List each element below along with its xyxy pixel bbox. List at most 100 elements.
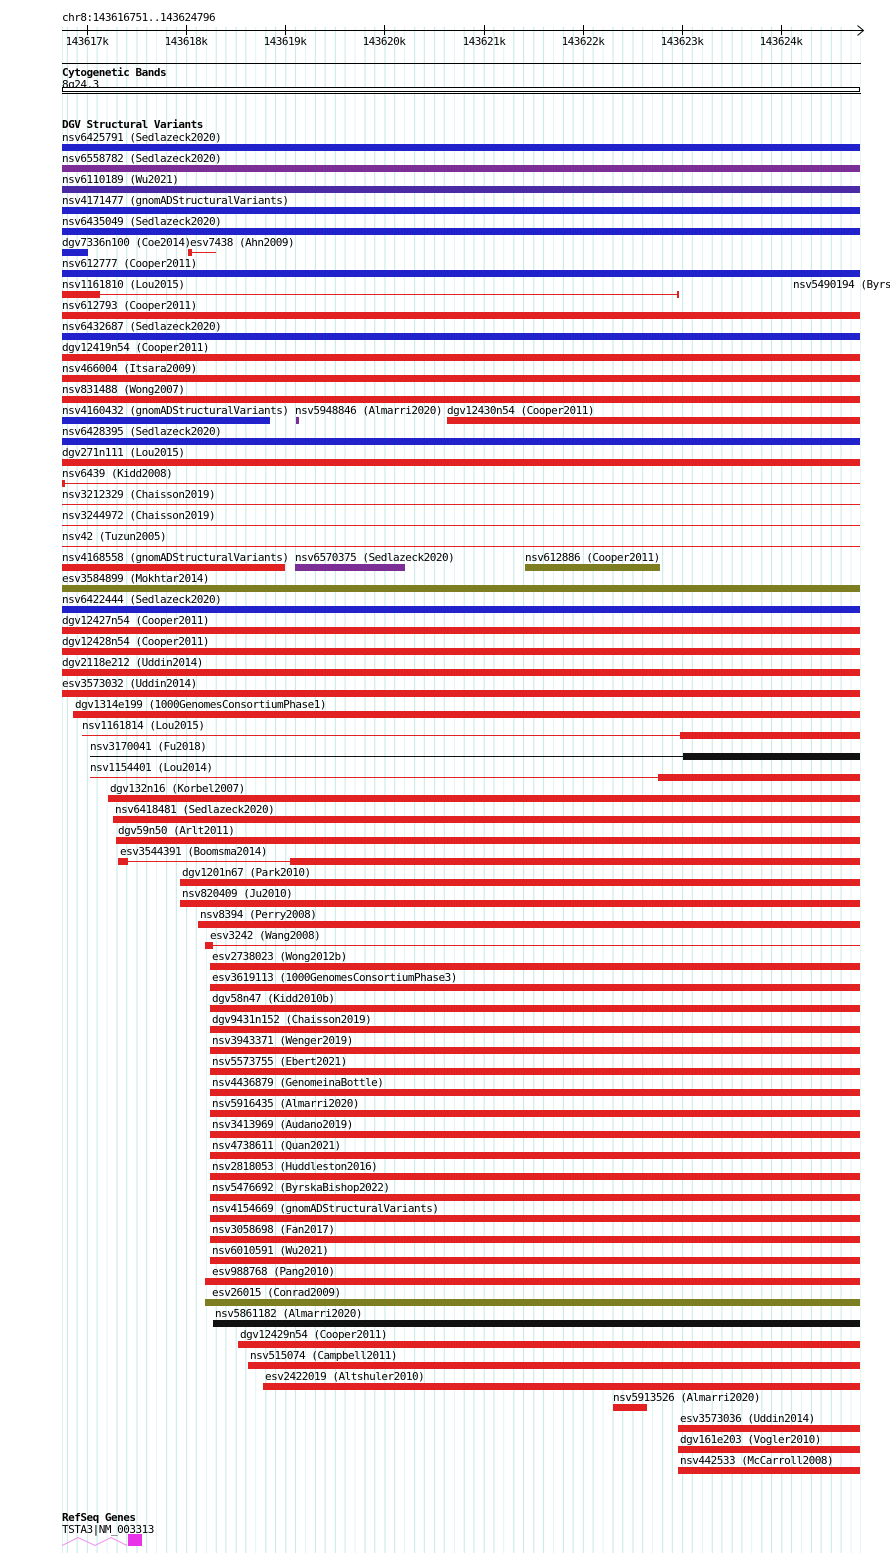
variant-bar[interactable] — [210, 1047, 860, 1054]
variant-bar[interactable] — [248, 1362, 860, 1369]
variant-label[interactable]: nsv6435049 (Sedlazeck2020) — [62, 215, 222, 228]
variant-bar[interactable] — [678, 1467, 860, 1474]
variant-label[interactable]: dgv12429n54 (Cooper2011) — [240, 1328, 387, 1341]
variant-line[interactable] — [62, 546, 860, 547]
variant-label[interactable]: dgv58n47 (Kidd2010b) — [212, 992, 335, 1005]
variant-label[interactable]: dgv12430n54 (Cooper2011) — [447, 404, 594, 417]
variant-label[interactable]: nsv6010591 (Wu2021) — [212, 1244, 329, 1257]
variant-label[interactable]: nsv515074 (Campbell2011) — [250, 1349, 397, 1362]
variant-bar[interactable] — [62, 186, 860, 193]
variant-label[interactable]: nsv4154669 (gnomADStructuralVariants) — [212, 1202, 439, 1215]
variant-bar[interactable] — [205, 942, 213, 949]
variant-line[interactable] — [100, 294, 677, 295]
variant-label[interactable]: dgv9431n152 (Chaisson2019) — [212, 1013, 372, 1026]
variant-bar[interactable] — [210, 1173, 860, 1180]
variant-bar[interactable] — [210, 1005, 860, 1012]
variant-bar[interactable] — [295, 564, 405, 571]
variant-bar[interactable] — [210, 1257, 860, 1264]
variant-bar[interactable] — [188, 249, 192, 256]
variant-label[interactable]: nsv3244972 (Chaisson2019) — [62, 509, 216, 522]
variant-label[interactable]: dgv1201n67 (Park2010) — [182, 866, 311, 879]
variant-line[interactable] — [90, 777, 658, 778]
variant-label[interactable]: nsv1154401 (Lou2014) — [90, 761, 213, 774]
variant-bar[interactable] — [62, 249, 88, 256]
variant-bar[interactable] — [62, 669, 860, 676]
variant-bar[interactable] — [210, 1026, 860, 1033]
variant-bar[interactable] — [108, 795, 860, 802]
variant-bar[interactable] — [213, 1320, 860, 1327]
gene-glyph[interactable] — [62, 1533, 147, 1550]
variant-label[interactable]: esv3573036 (Uddin2014) — [680, 1412, 815, 1425]
variant-label[interactable]: dgv12427n54 (Cooper2011) — [62, 614, 209, 627]
variant-bar[interactable] — [62, 690, 860, 697]
variant-bar[interactable] — [118, 858, 128, 865]
variant-label[interactable]: dgv12428n54 (Cooper2011) — [62, 635, 209, 648]
variant-bar[interactable] — [62, 228, 860, 235]
variant-bar[interactable] — [116, 837, 860, 844]
variant-bar[interactable] — [613, 1404, 647, 1411]
variant-bar[interactable] — [210, 1110, 860, 1117]
variant-bar[interactable] — [62, 564, 285, 571]
variant-bar[interactable] — [296, 417, 299, 424]
variant-bar[interactable] — [263, 1383, 860, 1390]
variant-label[interactable]: nsv6418481 (Sedlazeck2020) — [115, 803, 275, 816]
variant-bar[interactable] — [210, 1194, 860, 1201]
variant-label[interactable]: esv3573032 (Uddin2014) — [62, 677, 197, 690]
cytoband-bar[interactable] — [62, 87, 860, 92]
variant-line[interactable] — [90, 756, 683, 757]
variant-line[interactable] — [62, 504, 860, 505]
variant-bar[interactable] — [210, 1152, 860, 1159]
variant-bar[interactable] — [198, 921, 860, 928]
variant-bar[interactable] — [62, 207, 860, 214]
variant-bar[interactable] — [678, 1425, 860, 1432]
variant-bar[interactable] — [62, 165, 860, 172]
variant-bar[interactable] — [210, 984, 860, 991]
variant-label[interactable]: nsv466004 (Itsara2009) — [62, 362, 197, 375]
variant-label[interactable]: nsv831488 (Wong2007) — [62, 383, 185, 396]
variant-label[interactable]: dgv161e203 (Vogler2010) — [680, 1433, 821, 1446]
variant-label[interactable]: nsv4168558 (gnomADStructuralVariants) — [62, 551, 289, 564]
variant-bar[interactable] — [62, 375, 860, 382]
variant-label[interactable]: dgv271n111 (Lou2015) — [62, 446, 185, 459]
variant-bar[interactable] — [62, 144, 860, 151]
variant-label[interactable]: nsv4436879 (GenomeinaBottle) — [212, 1076, 384, 1089]
variant-label[interactable]: nsv6425791 (Sedlazeck2020) — [62, 131, 222, 144]
variant-bar[interactable] — [210, 1068, 860, 1075]
variant-bar[interactable] — [62, 270, 860, 277]
variant-bar[interactable] — [62, 312, 860, 319]
variant-label[interactable]: dgv7336n100 (Coe2014) — [62, 236, 191, 249]
variant-label[interactable]: nsv6428395 (Sedlazeck2020) — [62, 425, 222, 438]
variant-bar[interactable] — [210, 1089, 860, 1096]
variant-bar[interactable] — [210, 1131, 860, 1138]
variant-label[interactable]: nsv6558782 (Sedlazeck2020) — [62, 152, 222, 165]
variant-bar[interactable] — [680, 732, 860, 739]
variant-bar[interactable] — [205, 1299, 860, 1306]
variant-label[interactable]: nsv2818053 (Huddleston2016) — [212, 1160, 378, 1173]
variant-bar[interactable] — [62, 627, 860, 634]
variant-label[interactable]: nsv3212329 (Chaisson2019) — [62, 488, 216, 501]
variant-line[interactable] — [192, 252, 216, 253]
variant-label[interactable]: nsv4738611 (Quan2021) — [212, 1139, 341, 1152]
variant-bar[interactable] — [62, 417, 270, 424]
variant-label[interactable]: nsv612777 (Cooper2011) — [62, 257, 197, 270]
variant-label[interactable]: nsv6439 (Kidd2008) — [62, 467, 173, 480]
variant-label[interactable]: esv3544391 (Boomsma2014) — [120, 845, 267, 858]
variant-bar[interactable] — [62, 459, 860, 466]
variant-bar[interactable] — [677, 291, 679, 298]
variant-label[interactable]: nsv5490194 (Byrsk — [793, 278, 890, 291]
variant-label[interactable]: esv2422019 (Altshuler2010) — [265, 1370, 425, 1383]
variant-bar[interactable] — [62, 648, 860, 655]
variant-bar[interactable] — [62, 333, 860, 340]
variant-bar[interactable] — [658, 774, 860, 781]
variant-line[interactable] — [82, 735, 680, 736]
variant-bar[interactable] — [73, 711, 860, 718]
variant-label[interactable]: dgv59n50 (Arlt2011) — [118, 824, 235, 837]
variant-label[interactable]: nsv612886 (Cooper2011) — [525, 551, 660, 564]
gene-name-label[interactable]: TSTA3|NM_003313 — [62, 1523, 154, 1536]
variant-label[interactable]: esv3584899 (Mokhtar2014) — [62, 572, 209, 585]
variant-line[interactable] — [62, 483, 860, 484]
variant-label[interactable]: nsv4171477 (gnomADStructuralVariants) — [62, 194, 289, 207]
variant-label[interactable]: nsv6422444 (Sedlazeck2020) — [62, 593, 222, 606]
variant-bar[interactable] — [210, 963, 860, 970]
variant-bar[interactable] — [447, 417, 860, 424]
